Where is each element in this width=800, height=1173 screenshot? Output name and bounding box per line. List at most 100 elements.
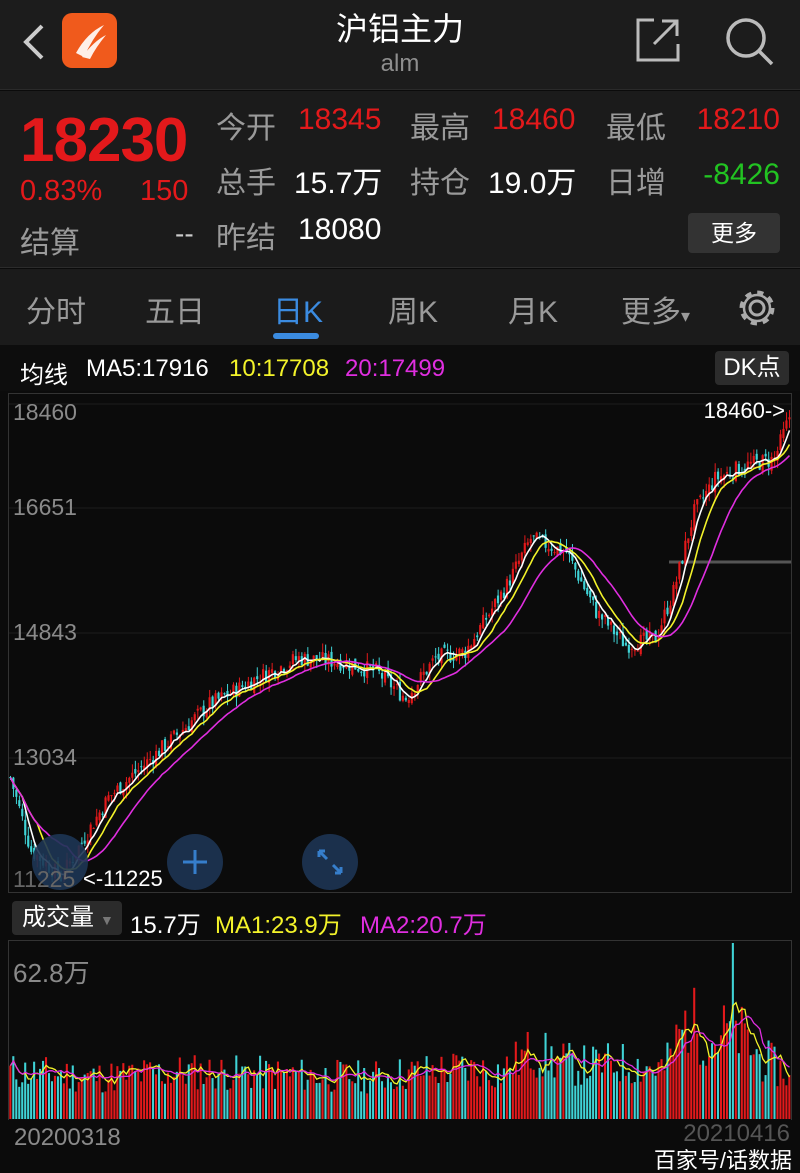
candle xyxy=(190,720,193,732)
candle xyxy=(360,671,363,673)
fullscreen-button[interactable] xyxy=(302,834,358,890)
tab-4[interactable]: 月K xyxy=(508,287,558,331)
candle xyxy=(547,549,550,552)
volume-bar xyxy=(193,1055,196,1119)
volume-bar xyxy=(669,1048,672,1119)
volume-bar xyxy=(309,1069,312,1119)
indicator-selector[interactable]: 成交量 ▼ xyxy=(12,901,122,935)
volume-bar xyxy=(749,1055,752,1119)
field-label: 昨结 xyxy=(216,222,276,255)
candle xyxy=(508,580,512,586)
back-icon[interactable] xyxy=(20,22,48,62)
candle xyxy=(749,461,752,464)
change-percent: 0.83% xyxy=(20,175,103,207)
volume-bar xyxy=(648,1066,651,1119)
candle xyxy=(520,552,523,561)
volume-bar xyxy=(702,1060,705,1119)
volume-bar xyxy=(184,1083,187,1119)
ma5-line xyxy=(9,430,791,876)
candle xyxy=(443,644,446,648)
volume-bar xyxy=(321,1079,324,1119)
search-icon[interactable] xyxy=(724,16,776,68)
candle xyxy=(696,499,699,505)
candle xyxy=(577,570,580,581)
settings-gear-icon[interactable] xyxy=(736,287,778,329)
candle xyxy=(89,824,92,838)
volume-bar xyxy=(580,1084,583,1119)
volume-bar xyxy=(42,1060,45,1119)
volume-bar xyxy=(508,1069,511,1119)
volume-bar xyxy=(360,1091,363,1119)
tab-3[interactable]: 周K xyxy=(388,287,438,331)
app-logo xyxy=(62,13,117,68)
volume-bar xyxy=(571,1054,574,1119)
zoom-in-button[interactable] xyxy=(167,834,223,890)
volume-bar xyxy=(502,1068,505,1119)
volume-bar xyxy=(660,1059,663,1119)
tab-2[interactable]: 日K xyxy=(273,287,323,339)
candle xyxy=(636,650,639,652)
volume-bar xyxy=(276,1061,279,1119)
volume-bar xyxy=(473,1061,476,1119)
volume-bar xyxy=(455,1055,458,1119)
dk-point-button[interactable]: DK点 xyxy=(715,351,789,385)
tab-label: 分时 xyxy=(26,296,86,329)
volume-bar xyxy=(404,1088,407,1119)
zoom-out-button[interactable] xyxy=(32,834,88,890)
volume-bar xyxy=(776,1086,779,1119)
volume-bar xyxy=(53,1075,56,1119)
candle xyxy=(476,635,479,638)
volume-bar xyxy=(247,1074,250,1119)
volume-bar xyxy=(541,1076,544,1119)
candle xyxy=(95,816,98,826)
candle xyxy=(788,417,791,420)
volume-bar xyxy=(586,1078,589,1119)
candle xyxy=(711,485,714,490)
instrument-code: alm xyxy=(380,50,420,77)
volume-bar xyxy=(770,1042,773,1119)
volume-bar xyxy=(517,1074,520,1119)
tab-5[interactable]: 更多▾ xyxy=(621,287,690,331)
volume-bar xyxy=(672,1055,675,1119)
candle xyxy=(333,663,336,666)
expand-icon xyxy=(317,849,343,875)
volume-bar xyxy=(259,1055,262,1119)
volume-bar xyxy=(773,1046,776,1119)
volume-bar xyxy=(363,1068,366,1119)
volume-bar xyxy=(282,1072,285,1119)
plus-icon xyxy=(183,850,207,874)
share-icon[interactable] xyxy=(634,16,682,64)
volume-bar xyxy=(36,1078,39,1119)
candle xyxy=(517,560,520,565)
volume-bar xyxy=(565,1053,568,1119)
volume-bar xyxy=(44,1057,48,1119)
candle xyxy=(669,605,672,614)
tab-0[interactable]: 分时 xyxy=(26,287,86,331)
period-tabs: 分时 五日 日K 周K 月K 更多▾ xyxy=(0,269,800,345)
volume-bar xyxy=(678,1028,681,1119)
ma10-line xyxy=(9,444,791,871)
volume-bar xyxy=(134,1071,137,1119)
candle xyxy=(612,625,616,635)
candle xyxy=(734,461,737,481)
candle xyxy=(437,653,440,660)
volume-bar xyxy=(493,1087,497,1119)
volume-bar xyxy=(764,1075,767,1119)
volume-bar xyxy=(250,1087,253,1119)
candle xyxy=(452,658,455,661)
volume-chart[interactable]: 62.8万 xyxy=(8,940,792,1120)
candle xyxy=(425,671,428,675)
candle xyxy=(535,532,538,539)
kline-chart[interactable]: 18460 16651 14843 13034 11225 18460-> <-1122… xyxy=(8,393,792,893)
candle xyxy=(743,468,746,471)
candle xyxy=(18,800,21,807)
more-button[interactable]: 更多 xyxy=(688,213,780,253)
volume-bar xyxy=(291,1067,294,1119)
tab-1[interactable]: 五日 xyxy=(145,287,205,331)
volume-bar xyxy=(719,1035,723,1119)
volume-bar xyxy=(95,1081,98,1119)
min-price-marker: <-11225 xyxy=(83,866,163,891)
candle xyxy=(428,663,431,674)
volume-bar xyxy=(452,1053,455,1119)
field-label: 最低 xyxy=(606,112,666,145)
